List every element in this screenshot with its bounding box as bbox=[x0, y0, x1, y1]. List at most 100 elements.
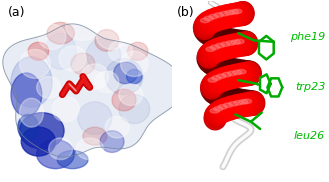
Ellipse shape bbox=[242, 91, 264, 115]
Ellipse shape bbox=[49, 138, 73, 160]
Text: trp23: trp23 bbox=[295, 82, 325, 92]
Ellipse shape bbox=[229, 10, 239, 14]
Ellipse shape bbox=[105, 58, 143, 95]
Ellipse shape bbox=[215, 28, 237, 51]
Ellipse shape bbox=[194, 18, 216, 42]
Ellipse shape bbox=[214, 13, 223, 17]
Ellipse shape bbox=[234, 100, 243, 105]
Ellipse shape bbox=[81, 64, 109, 89]
Ellipse shape bbox=[209, 69, 231, 92]
Ellipse shape bbox=[227, 71, 237, 76]
Ellipse shape bbox=[235, 39, 244, 44]
Ellipse shape bbox=[119, 95, 150, 124]
Ellipse shape bbox=[208, 78, 217, 82]
Ellipse shape bbox=[45, 33, 76, 69]
Ellipse shape bbox=[229, 2, 251, 26]
Ellipse shape bbox=[227, 89, 249, 112]
Ellipse shape bbox=[212, 76, 221, 80]
Ellipse shape bbox=[18, 114, 38, 140]
Ellipse shape bbox=[240, 91, 262, 114]
Ellipse shape bbox=[239, 100, 248, 104]
Ellipse shape bbox=[52, 96, 80, 122]
Ellipse shape bbox=[59, 46, 86, 71]
Ellipse shape bbox=[210, 84, 233, 108]
Ellipse shape bbox=[197, 45, 220, 68]
Ellipse shape bbox=[205, 54, 227, 77]
Ellipse shape bbox=[47, 22, 74, 44]
Ellipse shape bbox=[37, 77, 61, 98]
Ellipse shape bbox=[239, 92, 261, 116]
Ellipse shape bbox=[210, 109, 219, 113]
Ellipse shape bbox=[242, 92, 265, 115]
Ellipse shape bbox=[236, 32, 258, 55]
Ellipse shape bbox=[105, 116, 129, 138]
Ellipse shape bbox=[215, 43, 225, 48]
Ellipse shape bbox=[231, 94, 253, 117]
Ellipse shape bbox=[225, 10, 234, 15]
Ellipse shape bbox=[226, 41, 236, 45]
Ellipse shape bbox=[38, 24, 66, 50]
Ellipse shape bbox=[206, 47, 215, 51]
Ellipse shape bbox=[219, 66, 241, 89]
Ellipse shape bbox=[242, 99, 252, 104]
Ellipse shape bbox=[109, 40, 133, 62]
Ellipse shape bbox=[19, 113, 64, 149]
Ellipse shape bbox=[221, 58, 243, 82]
Ellipse shape bbox=[238, 61, 260, 85]
Ellipse shape bbox=[232, 2, 254, 25]
Ellipse shape bbox=[224, 64, 246, 88]
Ellipse shape bbox=[218, 105, 227, 109]
Ellipse shape bbox=[211, 6, 233, 29]
Ellipse shape bbox=[95, 30, 119, 51]
Ellipse shape bbox=[127, 42, 148, 60]
Ellipse shape bbox=[221, 42, 230, 46]
Ellipse shape bbox=[239, 62, 261, 85]
Ellipse shape bbox=[57, 151, 88, 169]
Ellipse shape bbox=[199, 42, 221, 66]
Ellipse shape bbox=[201, 75, 223, 99]
Ellipse shape bbox=[210, 45, 219, 50]
Ellipse shape bbox=[221, 29, 243, 52]
Ellipse shape bbox=[11, 73, 42, 116]
Ellipse shape bbox=[210, 55, 232, 79]
Ellipse shape bbox=[209, 14, 218, 19]
Ellipse shape bbox=[219, 11, 229, 16]
Ellipse shape bbox=[235, 93, 258, 116]
Ellipse shape bbox=[235, 31, 257, 55]
Ellipse shape bbox=[201, 9, 223, 33]
Ellipse shape bbox=[86, 39, 121, 71]
Ellipse shape bbox=[95, 71, 119, 93]
Ellipse shape bbox=[205, 104, 227, 128]
Ellipse shape bbox=[197, 11, 219, 35]
Ellipse shape bbox=[221, 4, 243, 27]
Ellipse shape bbox=[119, 84, 143, 105]
Ellipse shape bbox=[231, 40, 240, 44]
Ellipse shape bbox=[215, 98, 237, 121]
Ellipse shape bbox=[37, 140, 74, 169]
Ellipse shape bbox=[233, 31, 256, 54]
Ellipse shape bbox=[237, 90, 259, 114]
Ellipse shape bbox=[210, 100, 232, 123]
Ellipse shape bbox=[193, 16, 216, 39]
Ellipse shape bbox=[226, 30, 248, 53]
Ellipse shape bbox=[196, 21, 218, 44]
Ellipse shape bbox=[225, 95, 247, 118]
Ellipse shape bbox=[19, 50, 50, 78]
Ellipse shape bbox=[197, 47, 219, 70]
Ellipse shape bbox=[226, 59, 249, 83]
Ellipse shape bbox=[127, 69, 142, 84]
Ellipse shape bbox=[235, 61, 257, 84]
Ellipse shape bbox=[214, 106, 223, 111]
Ellipse shape bbox=[234, 63, 256, 86]
Ellipse shape bbox=[66, 11, 100, 40]
Ellipse shape bbox=[217, 74, 226, 78]
Ellipse shape bbox=[207, 102, 229, 125]
Ellipse shape bbox=[201, 51, 223, 75]
Ellipse shape bbox=[199, 23, 221, 46]
Ellipse shape bbox=[78, 102, 112, 134]
Ellipse shape bbox=[205, 71, 227, 94]
Ellipse shape bbox=[100, 131, 124, 152]
Ellipse shape bbox=[215, 86, 238, 109]
Ellipse shape bbox=[215, 57, 237, 80]
Ellipse shape bbox=[83, 127, 107, 145]
